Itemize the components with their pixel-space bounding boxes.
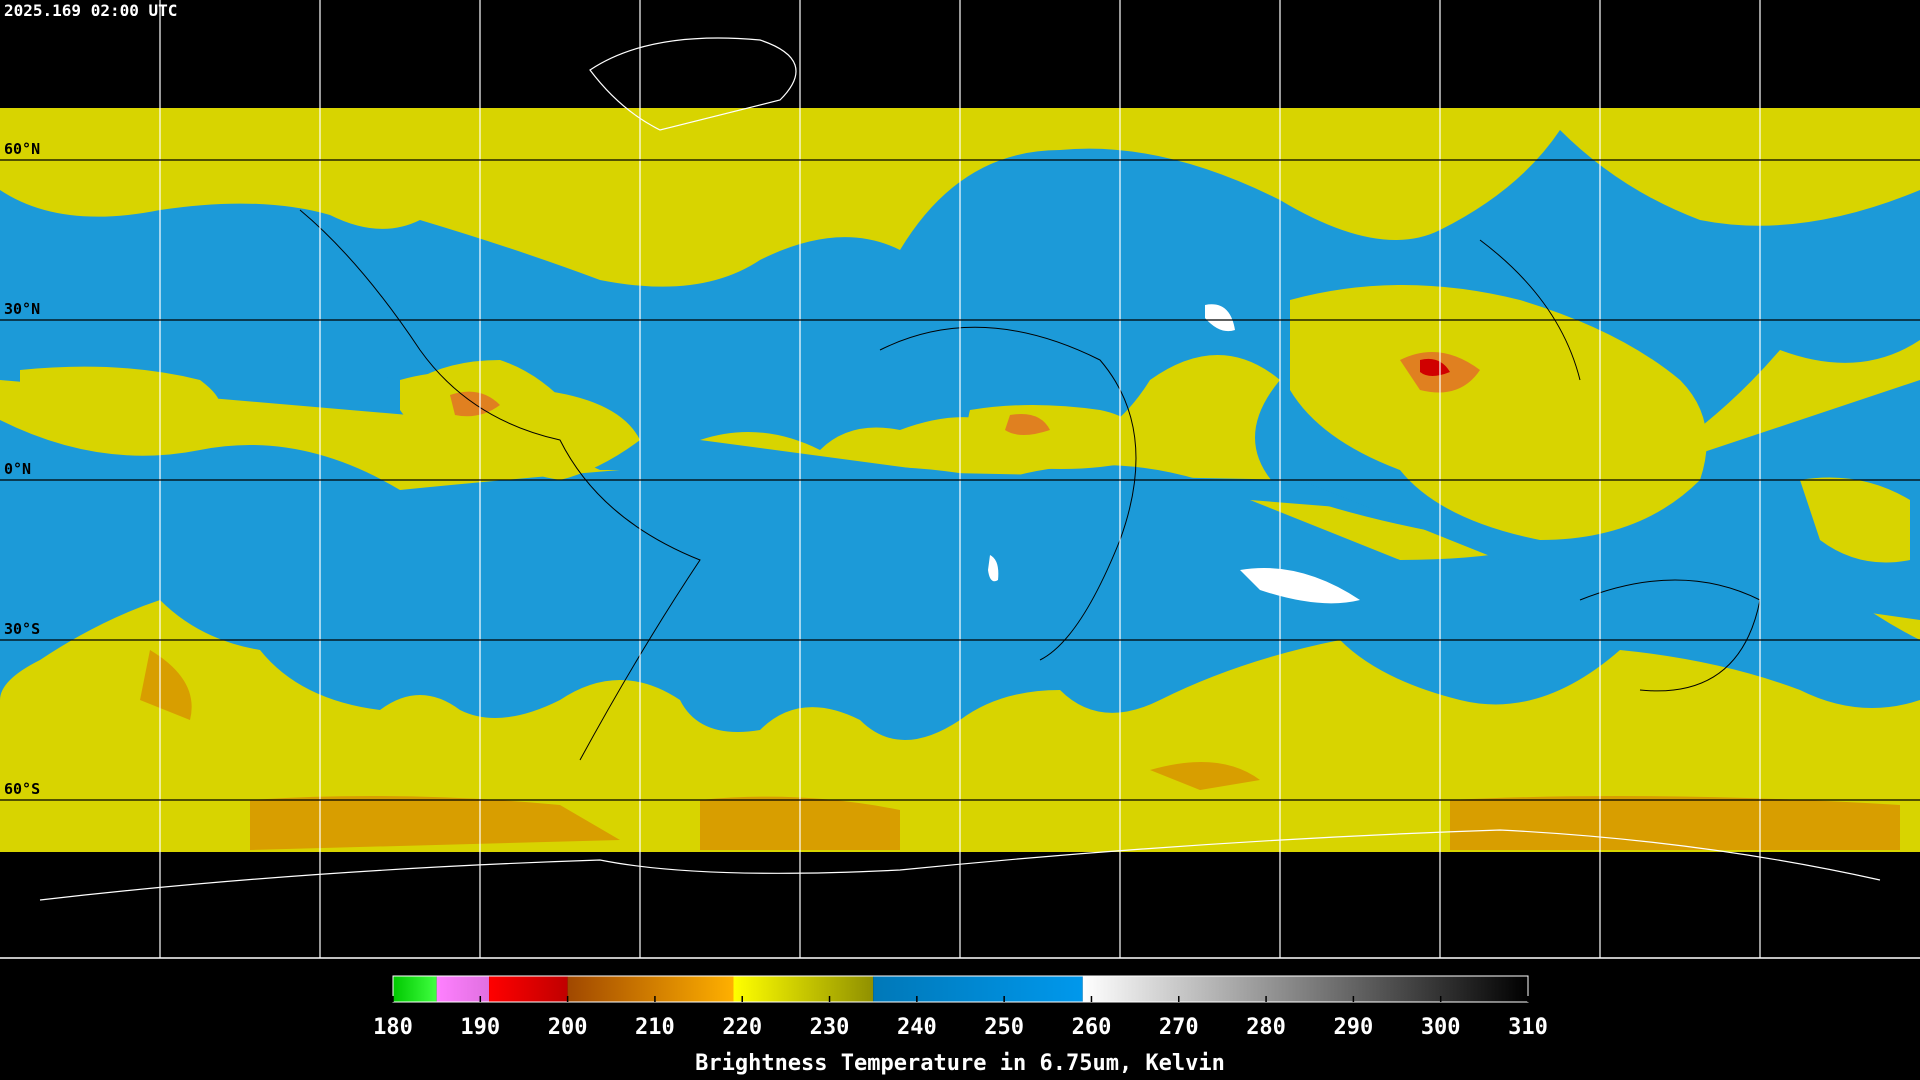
colorbar-tick-label: 270 [1159,1015,1199,1040]
coastline [39,37,1881,901]
colorbar-tick-label: 220 [722,1015,762,1040]
colorbar-tick-label: 190 [460,1015,500,1040]
colorbar-tick-label: 240 [897,1015,937,1040]
colorbar-tick-label: 300 [1421,1015,1461,1040]
colorbar: 180 190 200 210 220 230 240 250 260 270 280 290 300 3… [373,975,1548,1040]
colorbar-segment [567,976,734,1002]
dry-air-tropics [0,300,1920,620]
colorbar-tick-label: 310 [1508,1015,1548,1040]
colorbar-tick-label: 260 [1072,1015,1112,1040]
colorbar-segment [489,976,568,1002]
colorbar-tick-label: 290 [1334,1015,1374,1040]
colorbar-segment [733,976,874,1002]
lat-label: 60°S [4,780,40,798]
lat-label: 0°N [4,460,31,478]
colorbar-tick-label: 280 [1246,1015,1286,1040]
colorbar-segment [436,976,490,1002]
colorbar-tick-label: 180 [373,1015,413,1040]
colorbar-segment [873,976,1083,1002]
lat-label: 30°S [4,620,40,638]
lat-label: 60°N [4,140,40,158]
colorbar-segment [393,976,437,1002]
deep-convection-core [1420,358,1450,376]
graticule: 60°N 30°N 0°N 30°S 60°S [0,0,1920,958]
colorbar-frame [392,975,1529,1003]
colorbar-tick-label: 200 [548,1015,588,1040]
coastline [299,209,1761,761]
lat-label: 30°N [4,300,40,318]
timestamp: 2025.169 02:00 UTC [4,1,177,20]
colorbar-tick-label: 230 [810,1015,850,1040]
colorbar-segment [1082,976,1528,1002]
colorbar-tick-label: 210 [635,1015,675,1040]
colorbar-title: Brightness Temperature in 6.75um, Kelvin [695,1051,1225,1076]
colorbar-tick-label: 250 [984,1015,1024,1040]
